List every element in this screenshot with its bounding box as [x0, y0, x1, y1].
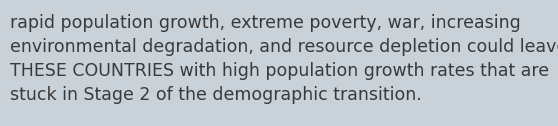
Text: rapid population growth, extreme poverty, war, increasing: rapid population growth, extreme poverty… [10, 14, 521, 32]
Text: stuck in Stage 2 of the demographic transition.: stuck in Stage 2 of the demographic tran… [10, 86, 422, 104]
Text: environmental degradation, and resource depletion could leave: environmental degradation, and resource … [10, 38, 558, 56]
Text: THESE COUNTRIES with high population growth rates that are: THESE COUNTRIES with high population gro… [10, 62, 549, 80]
